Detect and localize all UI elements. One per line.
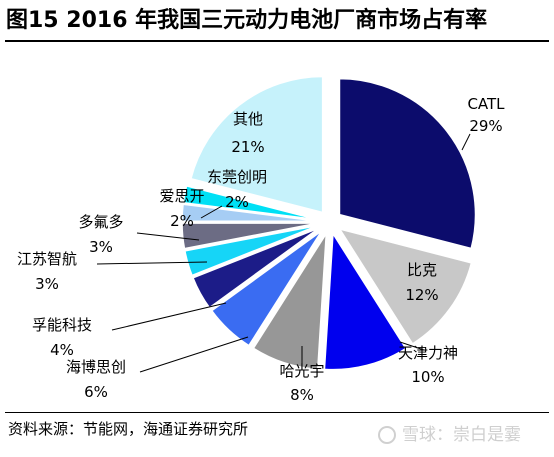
slice-label-name-7: 多氟多 bbox=[78, 213, 123, 231]
slice-label-value-1: 12% bbox=[405, 286, 438, 304]
bottom-rule bbox=[5, 412, 549, 413]
pie-slice-3 bbox=[252, 233, 328, 370]
slice-label-name-6: 江苏智航 bbox=[17, 250, 77, 268]
slice-label-value-10: 21% bbox=[231, 138, 264, 156]
watermark: 雪球：崇白是霎 bbox=[378, 420, 521, 445]
watermark-text: 雪球：崇白是霎 bbox=[402, 425, 521, 445]
pie-slice-7 bbox=[181, 222, 319, 250]
pie-slice-0 bbox=[338, 77, 477, 250]
slice-label-name-2: 天津力神 bbox=[398, 344, 458, 362]
leader-line-5 bbox=[111, 302, 227, 331]
pie-slice-5 bbox=[192, 227, 320, 309]
slice-label-value-0: 29% bbox=[469, 117, 502, 135]
figure-title: 图15 2016 年我国三元动力电池厂商市场占有率 bbox=[6, 8, 488, 33]
pie-slice-1 bbox=[338, 227, 473, 345]
slice-label-name-10: 其他 bbox=[233, 110, 263, 128]
slice-label-name-0: CATL bbox=[467, 95, 505, 113]
pie-slice-2 bbox=[323, 231, 407, 371]
slice-label-value-9: 2% bbox=[225, 193, 249, 211]
slice-label-value-2: 10% bbox=[411, 368, 444, 386]
leader-line-6 bbox=[96, 261, 208, 265]
slice-label-name-5: 孚能科技 bbox=[32, 316, 92, 334]
slice-label-value-3: 8% bbox=[290, 386, 314, 404]
pie-slice-10 bbox=[190, 75, 324, 214]
slice-label-name-9: 东莞创明 bbox=[207, 168, 267, 186]
pie-slice-8 bbox=[181, 203, 319, 222]
source-note: 资料来源：节能网，海通证券研究所 bbox=[8, 420, 249, 438]
slice-label-value-6: 3% bbox=[35, 275, 59, 293]
pie-slice-6 bbox=[184, 224, 319, 277]
slice-label-name-4: 海博思创 bbox=[66, 358, 126, 376]
snowball-logo-icon bbox=[378, 426, 396, 444]
leader-line-7 bbox=[136, 232, 200, 241]
leader-line-4 bbox=[139, 336, 249, 373]
slice-label-value-4: 6% bbox=[84, 383, 108, 401]
pie-slice-4 bbox=[210, 230, 323, 347]
pie-chart: CATL 29% 比克 12% 天津力神 10% 哈光宇 8% 海博思创 6% 孚能科技 4% 江苏智航… bbox=[17, 75, 505, 404]
slice-label-name-3: 哈光宇 bbox=[279, 362, 324, 380]
slice-label-value-7: 3% bbox=[89, 238, 113, 256]
slice-label-name-8: 爱思开 bbox=[159, 187, 204, 205]
top-rule bbox=[5, 40, 549, 42]
slice-label-name-1: 比克 bbox=[407, 261, 437, 279]
leader-line-0 bbox=[461, 133, 471, 151]
slice-label-value-5: 4% bbox=[50, 341, 74, 359]
slice-label-value-8: 2% bbox=[170, 212, 194, 230]
leader-line-2 bbox=[399, 341, 425, 351]
leader-line-8 bbox=[200, 205, 223, 219]
pie-slice-9 bbox=[182, 185, 319, 221]
